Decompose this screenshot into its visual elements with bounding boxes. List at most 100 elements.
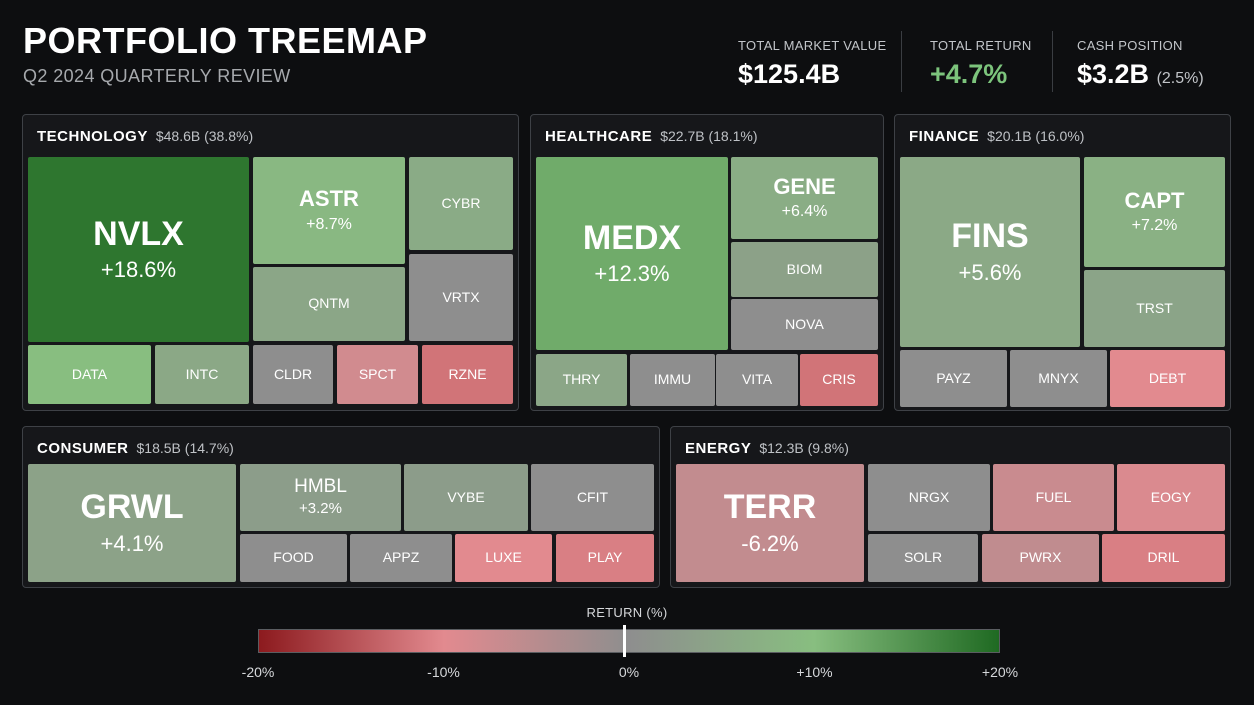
holding-tile-vita[interactable]: VITA bbox=[716, 354, 798, 406]
sector-header: HEALTHCARE $22.7B (18.1%) bbox=[545, 128, 758, 145]
kpi-divider bbox=[901, 31, 902, 92]
holding-ticker: VRTX bbox=[442, 288, 480, 305]
kpi-market-value-value: $125.4B bbox=[738, 59, 841, 89]
page-subtitle: Q2 2024 QUARTERLY REVIEW bbox=[23, 66, 291, 86]
legend-tick-label: +20% bbox=[981, 664, 1019, 680]
kpi-market-value-label: TOTAL MARKET VALUE bbox=[738, 38, 887, 53]
holding-tile-fuel[interactable]: FUEL bbox=[993, 464, 1114, 531]
holding-ticker: CAPT bbox=[1124, 187, 1185, 213]
holding-ticker: LUXE bbox=[485, 549, 522, 566]
holding-tile-rzne[interactable]: RZNE bbox=[422, 345, 513, 404]
holding-tile-qntm[interactable]: QNTM bbox=[253, 267, 405, 341]
holding-tile-biom[interactable]: BIOM bbox=[731, 242, 878, 297]
holding-ticker: GENE bbox=[773, 173, 836, 199]
holding-tile-hmbl[interactable]: HMBL +3.2% bbox=[240, 464, 401, 531]
holding-tile-thry[interactable]: THRY bbox=[536, 354, 627, 406]
holding-tile-debt[interactable]: DEBT bbox=[1110, 350, 1225, 407]
legend-tick-label: -20% bbox=[241, 664, 275, 680]
holding-tile-nvlx[interactable]: NVLX +18.6% bbox=[28, 157, 249, 342]
holding-tile-nrgx[interactable]: NRGX bbox=[868, 464, 990, 531]
holding-return: +7.2% bbox=[1131, 217, 1178, 234]
holding-tile-gene[interactable]: GENE +6.4% bbox=[731, 157, 878, 239]
sector-value: $20.1B (16.0%) bbox=[987, 128, 1085, 144]
legend-zero-marker bbox=[623, 625, 626, 657]
holding-tile-nova[interactable]: NOVA bbox=[731, 299, 878, 350]
holding-ticker: IMMU bbox=[653, 371, 692, 388]
sector-value: $12.3B (9.8%) bbox=[759, 440, 849, 456]
kpi-cash-label: CASH POSITION bbox=[1077, 38, 1183, 53]
holding-ticker: TERR bbox=[723, 488, 817, 527]
holding-tile-intc[interactable]: INTC bbox=[155, 345, 249, 404]
holding-ticker: GRWL bbox=[80, 488, 184, 527]
holding-tile-terr[interactable]: TERR -6.2% bbox=[676, 464, 864, 582]
holding-ticker: THRY bbox=[562, 371, 601, 388]
holding-ticker: CLDR bbox=[273, 365, 313, 382]
sector-name: TECHNOLOGY bbox=[37, 128, 148, 145]
sector-header: CONSUMER $18.5B (14.7%) bbox=[37, 440, 234, 457]
sector-header: FINANCE $20.1B (16.0%) bbox=[909, 128, 1084, 145]
sector-value: $22.7B (18.1%) bbox=[660, 128, 758, 144]
legend-color-scale bbox=[258, 629, 1000, 653]
holding-ticker: CYBR bbox=[441, 194, 481, 211]
kpi-total-return: TOTAL RETURN +4.7% bbox=[930, 38, 1032, 90]
holding-tile-immu[interactable]: IMMU bbox=[630, 354, 715, 406]
holding-ticker: BIOM bbox=[786, 260, 823, 277]
holding-return: +4.1% bbox=[100, 530, 164, 556]
holding-ticker: PAYZ bbox=[936, 369, 971, 386]
sector-name: ENERGY bbox=[685, 440, 752, 457]
holding-tile-mnyx[interactable]: MNYX bbox=[1010, 350, 1107, 407]
holding-tile-fins[interactable]: FINS +5.6% bbox=[900, 157, 1080, 347]
sector-value: $48.6B (38.8%) bbox=[155, 128, 254, 144]
holding-tile-spct[interactable]: SPCT bbox=[337, 345, 418, 404]
legend-title: RETURN (%) bbox=[586, 605, 668, 620]
holding-tile-pwrx[interactable]: PWRX bbox=[982, 534, 1099, 582]
kpi-divider bbox=[1052, 31, 1053, 92]
holding-tile-solr[interactable]: SOLR bbox=[868, 534, 978, 582]
holding-ticker: FOOD bbox=[273, 549, 314, 566]
holding-tile-vybe[interactable]: VYBE bbox=[404, 464, 528, 531]
holding-ticker: ASTR bbox=[299, 186, 359, 212]
holding-tile-luxe[interactable]: LUXE bbox=[455, 534, 552, 582]
holding-tile-trst[interactable]: TRST bbox=[1084, 270, 1225, 347]
holding-ticker: FINS bbox=[951, 217, 1029, 256]
holding-tile-data[interactable]: DATA bbox=[28, 345, 151, 404]
holding-tile-payz[interactable]: PAYZ bbox=[900, 350, 1007, 407]
holding-tile-cybr[interactable]: CYBR bbox=[409, 157, 513, 250]
holding-ticker: MNYX bbox=[1038, 369, 1079, 386]
sector-value: $18.5B (14.7%) bbox=[136, 440, 234, 456]
holding-tile-cris[interactable]: CRIS bbox=[800, 354, 878, 406]
page-title: PORTFOLIO TREEMAP bbox=[23, 20, 428, 61]
holding-tile-cfit[interactable]: CFIT bbox=[531, 464, 654, 531]
holding-ticker: QNTM bbox=[308, 295, 350, 312]
holding-ticker: SPCT bbox=[358, 365, 397, 382]
holding-tile-play[interactable]: PLAY bbox=[556, 534, 654, 582]
holding-ticker: EOGY bbox=[1150, 488, 1192, 505]
holding-ticker: VITA bbox=[741, 371, 773, 388]
holding-tile-cldr[interactable]: CLDR bbox=[253, 345, 333, 404]
holding-tile-grwl[interactable]: GRWL +4.1% bbox=[28, 464, 236, 582]
kpi-total-return-label: TOTAL RETURN bbox=[930, 38, 1032, 53]
holding-tile-appz[interactable]: APPZ bbox=[350, 534, 452, 582]
holding-tile-food[interactable]: FOOD bbox=[240, 534, 347, 582]
holding-return: -6.2% bbox=[741, 530, 799, 556]
holding-tile-medx[interactable]: MEDX +12.3% bbox=[536, 157, 728, 350]
holding-tile-astr[interactable]: ASTR +8.7% bbox=[253, 157, 405, 264]
holding-return: +3.2% bbox=[299, 500, 342, 518]
holding-ticker: FUEL bbox=[1035, 488, 1072, 505]
holding-tile-dril[interactable]: DRIL bbox=[1102, 534, 1225, 582]
sector-name: HEALTHCARE bbox=[545, 128, 653, 145]
kpi-total-return-value: +4.7% bbox=[930, 59, 1008, 89]
sector-name: FINANCE bbox=[909, 128, 980, 145]
holding-ticker: CFIT bbox=[576, 488, 609, 505]
kpi-cash-share: (2.5%) bbox=[1156, 70, 1204, 87]
holding-ticker: APPZ bbox=[382, 549, 420, 566]
holding-tile-eogy[interactable]: EOGY bbox=[1117, 464, 1225, 531]
sector-header: ENERGY $12.3B (9.8%) bbox=[685, 440, 849, 457]
sector-name: CONSUMER bbox=[37, 440, 129, 457]
holding-tile-capt[interactable]: CAPT +7.2% bbox=[1084, 157, 1225, 267]
holding-return: +12.3% bbox=[594, 261, 670, 286]
holding-return: +8.7% bbox=[306, 215, 352, 233]
kpi-market-value: TOTAL MARKET VALUE $125.4B bbox=[738, 38, 886, 90]
legend-tick-label: 0% bbox=[618, 664, 640, 680]
holding-tile-vrtx[interactable]: VRTX bbox=[409, 254, 513, 341]
